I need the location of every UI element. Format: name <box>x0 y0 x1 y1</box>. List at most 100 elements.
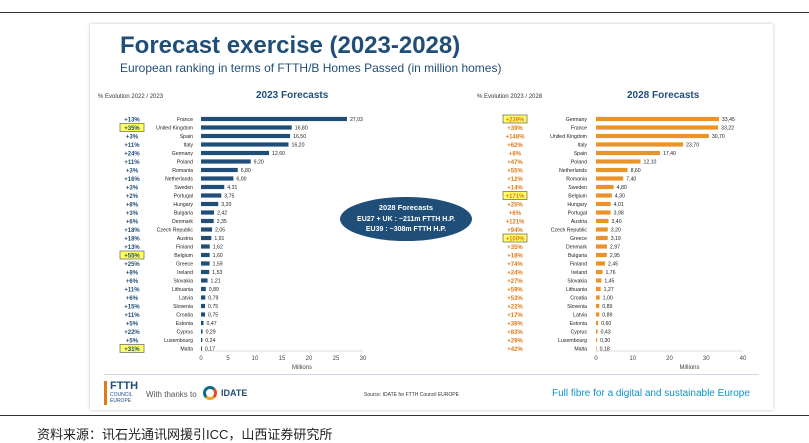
bottom-rule <box>0 415 809 416</box>
category-label: Romania <box>566 177 587 183</box>
bar <box>596 337 598 343</box>
category-label: Finland <box>176 245 193 251</box>
value-label: 4,80 <box>617 185 627 191</box>
evolution-highlight <box>502 114 528 124</box>
evolution-label: +11% <box>124 313 140 319</box>
evolution-label: +22% <box>124 330 140 336</box>
x-tick-label: 30 <box>703 356 710 362</box>
bar <box>201 278 208 283</box>
evolution-label: +3% <box>126 168 139 174</box>
value-label: 12,60 <box>272 151 285 157</box>
x-tick-label: 20 <box>306 356 313 362</box>
value-label: 3,98 <box>614 211 624 217</box>
category-label: Austria <box>177 236 193 242</box>
x-tick-label: 30 <box>360 356 367 362</box>
value-label: 33,45 <box>722 117 735 123</box>
value-label: 1,60 <box>213 253 223 259</box>
evolution-label: +16% <box>124 177 140 183</box>
value-label: 1,91 <box>214 236 224 242</box>
evolution-label: +15% <box>124 304 140 310</box>
value-label: 1,62 <box>213 245 223 251</box>
evolution-label: +17% <box>507 313 523 319</box>
value-label: 16,80 <box>295 126 308 132</box>
bar <box>596 193 612 198</box>
value-label: 0,24 <box>205 338 215 344</box>
bar <box>201 201 219 207</box>
bar <box>596 252 607 258</box>
ftth-council-logo-icon: FTTH COUNCIL EUROPE <box>104 381 138 405</box>
evolution-highlight <box>502 233 528 243</box>
category-label: Ireland <box>571 270 587 276</box>
category-label: Greece <box>176 262 193 268</box>
evolution-highlight <box>119 123 145 132</box>
evolution-header: % Evolution 2022 / 2023 <box>98 94 164 100</box>
evolution-label: +6% <box>509 211 522 217</box>
ftth-logo-subtext: COUNCIL EUROPE <box>110 392 133 404</box>
evolution-highlight <box>502 191 528 200</box>
evolution-label: +62% <box>507 143 523 149</box>
bar <box>596 244 607 249</box>
value-label: 4,31 <box>227 185 237 191</box>
bar <box>201 303 206 309</box>
evolution-label: +3% <box>126 185 139 191</box>
value-label: 3,19 <box>611 236 621 242</box>
category-label: Portugal <box>174 194 193 200</box>
value-label: 27,03 <box>350 117 363 123</box>
category-label: Germany <box>566 117 588 123</box>
evolution-label: +13% <box>124 117 140 123</box>
x-tick-label: 15 <box>279 356 286 362</box>
bar <box>596 133 709 139</box>
evolution-label: +42% <box>507 347 523 353</box>
value-label: 4,30 <box>615 194 625 200</box>
bar <box>201 176 234 181</box>
value-label: 30,70 <box>712 134 725 140</box>
forecast-callout <box>340 197 472 241</box>
bar <box>596 142 684 147</box>
bar <box>201 159 251 164</box>
category-label: Ireland <box>177 270 193 276</box>
bar <box>201 312 206 317</box>
bar <box>201 218 214 224</box>
category-label: Luxembourg <box>164 338 193 344</box>
idate-logo-icon <box>203 386 217 400</box>
category-label: Lithuania <box>172 287 193 293</box>
category-label: Cyprus <box>177 330 194 336</box>
evolution-label: +31% <box>124 347 140 353</box>
bar <box>596 116 719 122</box>
callout-title: 2028 Forecasts <box>379 203 433 212</box>
category-label: France <box>177 117 193 123</box>
category-label: Czech Republic <box>551 228 588 234</box>
slide-subtitle: European ranking in terms of FTTH/B Home… <box>120 61 502 75</box>
value-label: 1,76 <box>605 270 615 276</box>
bar <box>596 159 641 164</box>
value-label: 0,89 <box>602 313 612 319</box>
evolution-label: +18% <box>507 253 523 259</box>
evolution-label: +47% <box>507 160 523 166</box>
category-label: United Kingdom <box>550 134 587 140</box>
bar <box>201 295 206 300</box>
bar <box>201 150 270 156</box>
bar <box>201 261 210 266</box>
ftth-logo-text: FTTH <box>110 380 139 392</box>
evolution-label: +6% <box>126 279 139 285</box>
category-label: Latvia <box>573 313 587 319</box>
bar <box>201 235 212 241</box>
x-tick-label: 10 <box>252 356 259 362</box>
evolution-label: +5% <box>126 321 139 327</box>
value-label: 3,75 <box>224 194 234 200</box>
callout-line: EU39 : ~308m FTTH H.P. <box>366 226 446 233</box>
category-label: Sweden <box>174 185 193 191</box>
evolution-label: +148% <box>506 134 526 140</box>
value-label: 2,05 <box>215 228 225 234</box>
category-label: Hungary <box>173 202 193 208</box>
value-label: 23,70 <box>686 143 699 149</box>
bar <box>596 286 601 292</box>
tagline: Full fibre for a digital and sustainable… <box>552 388 750 399</box>
evolution-label: +35% <box>507 245 523 251</box>
value-label: 0,79 <box>208 296 218 302</box>
evolution-label: +6% <box>126 296 139 302</box>
category-label: Denmark <box>566 245 587 251</box>
value-label: 0,30 <box>600 338 610 344</box>
value-label: 3,20 <box>221 202 231 208</box>
bar <box>201 320 204 326</box>
